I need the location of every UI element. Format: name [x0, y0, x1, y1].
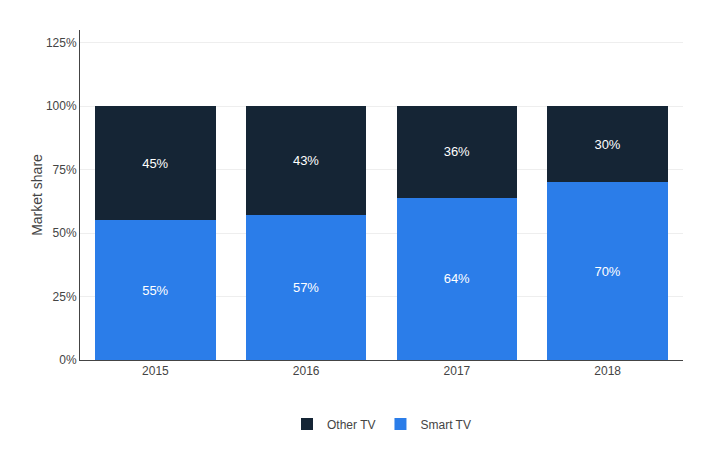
svg-text:Market share: Market share	[29, 154, 45, 236]
svg-text:2018: 2018	[594, 364, 621, 378]
svg-text:Other TV: Other TV	[327, 418, 375, 432]
svg-text:2015: 2015	[142, 364, 169, 378]
svg-text:25%: 25%	[53, 290, 77, 304]
svg-text:43%: 43%	[293, 153, 319, 168]
svg-text:57%: 57%	[293, 280, 319, 295]
svg-text:Smart TV: Smart TV	[420, 418, 470, 432]
svg-text:45%: 45%	[142, 156, 168, 171]
svg-text:64%: 64%	[444, 271, 470, 286]
svg-text:70%: 70%	[594, 264, 620, 279]
svg-text:30%: 30%	[594, 137, 620, 152]
svg-text:75%: 75%	[53, 163, 77, 177]
svg-text:50%: 50%	[53, 226, 77, 240]
svg-text:2016: 2016	[293, 364, 320, 378]
svg-text:36%: 36%	[444, 144, 470, 159]
svg-text:125%: 125%	[46, 36, 77, 50]
svg-text:55%: 55%	[142, 283, 168, 298]
svg-text:100%: 100%	[46, 99, 77, 113]
svg-text:0%: 0%	[59, 353, 77, 367]
svg-text:2017: 2017	[444, 364, 471, 378]
